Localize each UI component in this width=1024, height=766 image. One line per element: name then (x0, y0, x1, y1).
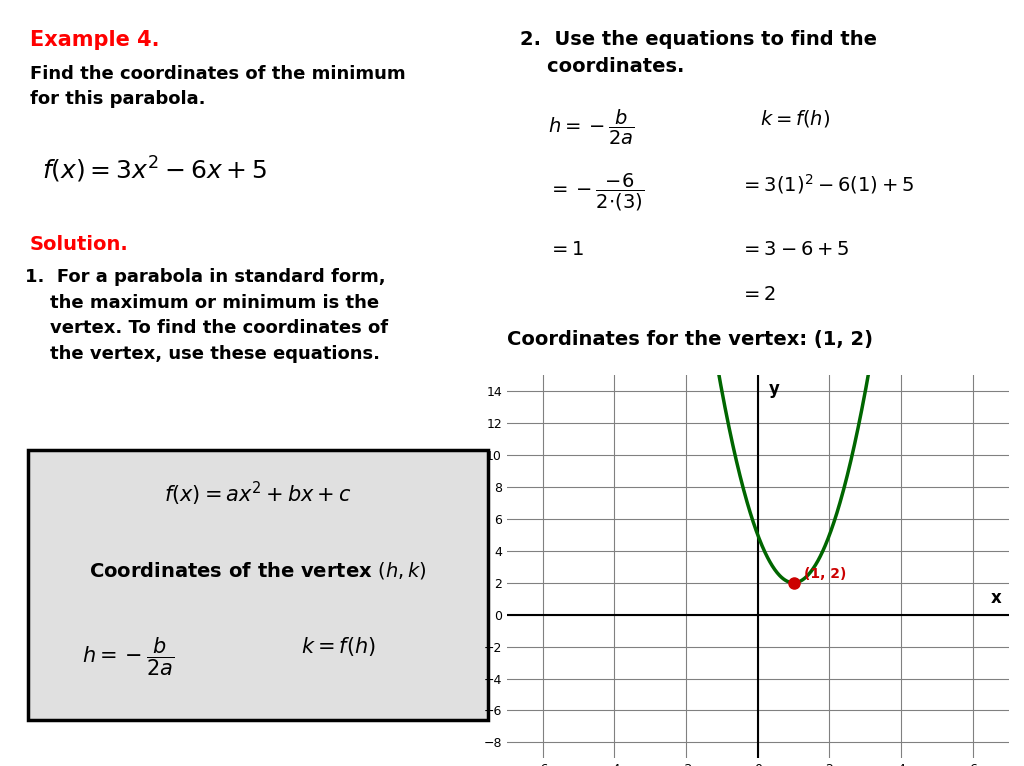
Text: $= 3 - 6 + 5$: $= 3 - 6 + 5$ (740, 240, 849, 259)
Text: $f\left(x\right) = 3x^{2} - 6x + 5$: $f\left(x\right) = 3x^{2} - 6x + 5$ (42, 155, 267, 185)
Text: (1, 2): (1, 2) (805, 567, 847, 581)
Text: Example 4.: Example 4. (30, 30, 160, 50)
Text: $= 3\left(1\right)^{2} - 6\left(1\right) + 5$: $= 3\left(1\right)^{2} - 6\left(1\right)… (740, 172, 914, 196)
Text: $= -\dfrac{-6}{2{\cdot}\left(3\right)}$: $= -\dfrac{-6}{2{\cdot}\left(3\right)}$ (548, 172, 644, 213)
Text: $k = f\left(h\right)$: $k = f\left(h\right)$ (760, 108, 830, 129)
Text: Coordinates of the vertex $\left(h,k\right)$: Coordinates of the vertex $\left(h,k\rig… (89, 560, 427, 581)
Text: y: y (768, 380, 779, 398)
Text: Coordinates for the vertex: (1, 2): Coordinates for the vertex: (1, 2) (507, 330, 873, 349)
Text: Find the coordinates of the minimum
for this parabola.: Find the coordinates of the minimum for … (30, 65, 406, 108)
FancyBboxPatch shape (28, 450, 488, 720)
Text: x: x (991, 589, 1001, 607)
Text: Solution.: Solution. (30, 235, 129, 254)
Text: $h = -\dfrac{b}{2a}$: $h = -\dfrac{b}{2a}$ (82, 635, 174, 677)
Text: $f\left(x\right) = ax^{2} + bx + c$: $f\left(x\right) = ax^{2} + bx + c$ (164, 480, 352, 508)
Text: 2.  Use the equations to find the
    coordinates.: 2. Use the equations to find the coordin… (520, 30, 877, 76)
Text: $h = -\dfrac{b}{2a}$: $h = -\dfrac{b}{2a}$ (548, 108, 635, 147)
Text: $= 1$: $= 1$ (548, 240, 585, 259)
Text: $k = f\left(h\right)$: $k = f\left(h\right)$ (301, 635, 376, 658)
Text: $= 2$: $= 2$ (740, 285, 776, 304)
Text: 1.  For a parabola in standard form,
    the maximum or minimum is the
    verte: 1. For a parabola in standard form, the … (25, 268, 388, 363)
